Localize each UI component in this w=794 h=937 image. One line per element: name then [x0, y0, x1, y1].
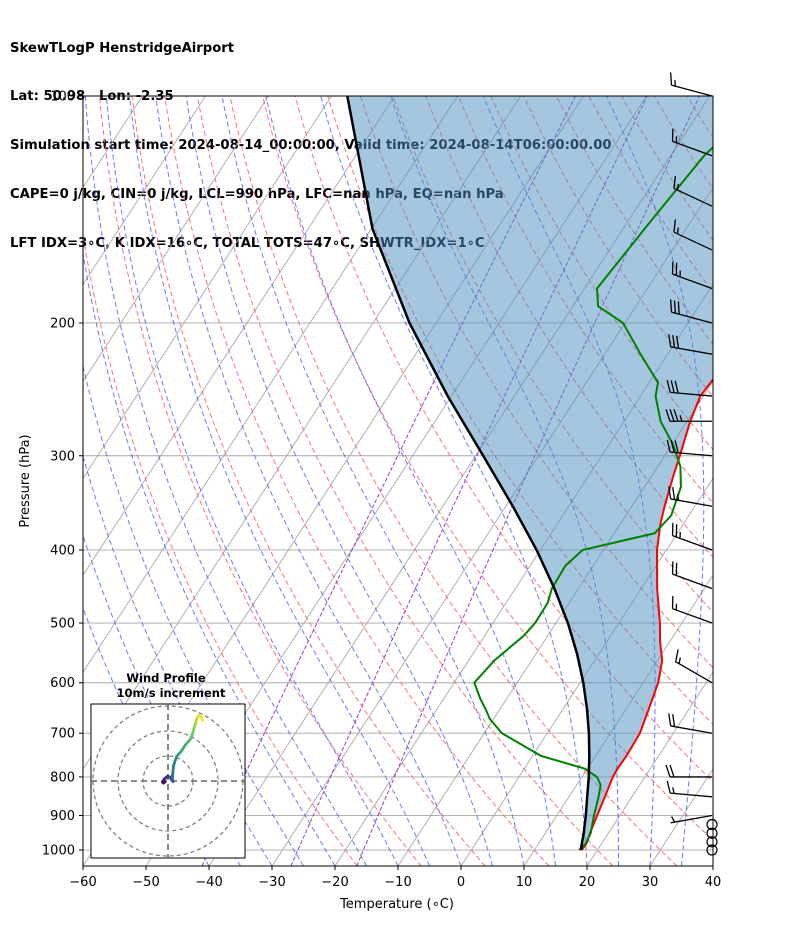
moist-adiabat-line: [129, 96, 430, 866]
x-tick-label: −20: [321, 875, 348, 890]
dry-adiabat-line: [83, 232, 358, 866]
wind-barbs: [665, 72, 718, 856]
x-tick-label: −60: [69, 875, 96, 890]
wind-barb: [671, 128, 713, 157]
moist-adiabat-line: [712, 862, 713, 866]
wind-barb: [671, 561, 713, 590]
title-station: SkewTLogP HenstridgeAirport: [10, 40, 235, 56]
moist-adiabat-line: [155, 96, 462, 866]
y-tick-label: 600: [50, 676, 75, 691]
dry-adiabat-line: [164, 96, 550, 866]
wind-barb: [666, 780, 713, 798]
calm-wind-marker: [706, 818, 718, 831]
dry-adiabat-line: [229, 96, 678, 866]
y-tick-label: 700: [50, 727, 75, 742]
parcel-profile: [346, 96, 591, 851]
wind-barb: [674, 649, 713, 684]
x-tick-label: 20: [579, 875, 596, 890]
isotherm-line: [83, 96, 395, 577]
axes: −60 −50 −40 −30 −20 −10 0 10 20 30 40 100 200 300 400 5…: [42, 90, 721, 891]
isotherm-line: [586, 671, 713, 866]
x-tick-label: 30: [642, 875, 659, 890]
x-tick-label: 40: [705, 875, 722, 890]
wind-barb: [668, 334, 713, 355]
y-tick-label: 400: [50, 543, 75, 558]
wind-barb: [668, 713, 713, 734]
isotherm-line: [83, 96, 269, 383]
dry-adiabat-line: [131, 96, 486, 866]
wind-barb: [666, 439, 713, 457]
y-tick-label: 300: [50, 449, 75, 464]
isotherm-line: [460, 477, 713, 866]
wind-barb: [665, 409, 712, 422]
y-tick-label: 500: [50, 617, 75, 632]
dry-adiabat-line: [785, 96, 794, 866]
x-tick-label: 0: [457, 875, 465, 890]
isotherm-line: [0, 96, 80, 866]
isotherm-line: [0, 96, 17, 866]
inset-subtitle: 10m/s increment: [117, 686, 226, 700]
y-tick-label: 200: [50, 316, 75, 331]
x-tick-label: −50: [132, 875, 159, 890]
isotherm-line: [83, 96, 332, 480]
inset-ring: [92, 705, 244, 857]
moist-adiabat-line: [185, 96, 493, 866]
moist-adiabat-line: [84, 96, 367, 866]
moist-adiabat-line: [265, 96, 556, 866]
dry-adiabat-line: [719, 96, 794, 866]
dry-adiabat-line: [98, 96, 422, 866]
wind-barb: [670, 72, 713, 97]
wind-barb: [670, 299, 713, 324]
moist-adiabat-line: [606, 96, 705, 866]
wind-barb: [673, 175, 713, 207]
inset-plot: [91, 704, 245, 858]
y-axis-label: Pressure (hPa): [18, 434, 33, 527]
moist-adiabat-line: [83, 250, 336, 866]
mixing-ratio-line: [201, 96, 576, 866]
wind-barb: [671, 261, 713, 290]
wind-barb: [668, 486, 713, 507]
dry-adiabat-line: [196, 96, 614, 866]
wind-barb: [671, 522, 713, 551]
wind-barb: [666, 379, 713, 397]
isotherm-line: [83, 96, 206, 286]
x-axis-label: Temperature (∘C): [339, 897, 454, 912]
y-tick-label: 800: [50, 770, 75, 785]
x-tick-label: 10: [516, 875, 533, 890]
moist-adiabat-line: [105, 96, 399, 866]
y-tick-label: 100: [50, 90, 75, 105]
cin-shading: [347, 96, 713, 850]
title-latlon: Lat: 50.98 Lon: -2.35: [10, 89, 174, 105]
moist-adiabat-line: [83, 454, 273, 866]
wind-barb: [665, 764, 712, 778]
isotherm-line: [712, 865, 713, 866]
inset-ring: [142, 755, 194, 807]
moist-adiabat-line: [83, 363, 304, 866]
hodograph-segment: [200, 715, 204, 723]
plot-area: [0, 96, 794, 866]
moist-adiabat-line: [221, 96, 525, 866]
x-tick-label: −10: [384, 875, 411, 890]
inset-title: Wind Profile: [126, 671, 206, 685]
wind-barb: [671, 596, 713, 624]
wind-profile-inset: Wind Profile 10m/s increment: [90, 671, 246, 859]
wind-barb: [670, 814, 713, 824]
wind-barb: [673, 219, 713, 251]
temperature-profile: [580, 377, 713, 851]
calm-wind-marker: [706, 827, 718, 839]
dry-adiabat-line: [262, 96, 713, 841]
dry-adiabat-line: [752, 96, 794, 866]
x-tick-label: −40: [195, 875, 222, 890]
x-tick-label: −30: [258, 875, 285, 890]
inset-ring: [117, 730, 219, 832]
dewpoint-profile: [473, 146, 713, 851]
dry-adiabat-line: [294, 96, 713, 783]
calm-wind-marker: [706, 844, 718, 856]
y-tick-label: 1000: [42, 844, 75, 859]
y-tick-label: 900: [50, 809, 75, 824]
calm-wind-marker: [706, 836, 718, 848]
